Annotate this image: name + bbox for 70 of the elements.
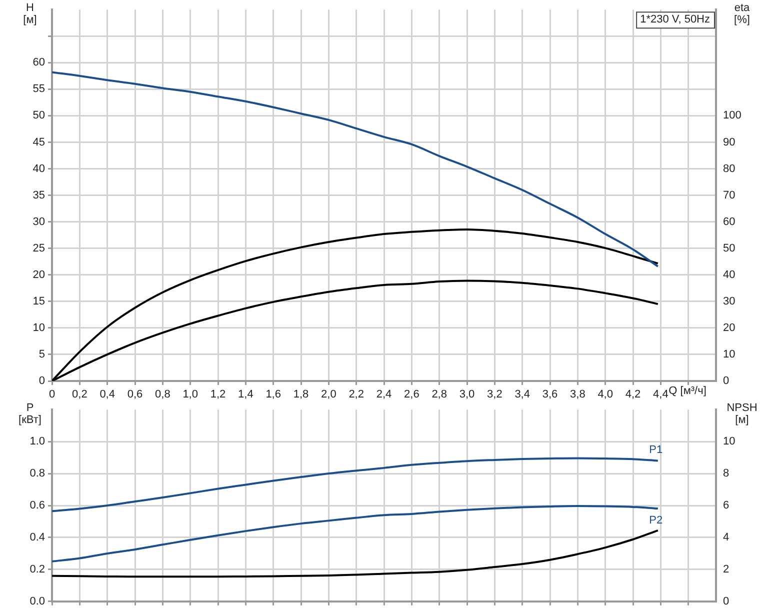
x-tick-label: 2,8: [432, 388, 447, 401]
chart-title: 1*230 V, 50Hz: [640, 14, 710, 26]
y-tick-label: 40: [32, 162, 45, 175]
x-tick-label: 1,0: [182, 388, 198, 401]
x-tick-label: 4,0: [598, 388, 613, 401]
y2-tick-label: 0: [723, 375, 730, 388]
y2-tick-label: 60: [723, 216, 736, 228]
y-tick-label: 25: [32, 242, 45, 254]
y2-tick-label: 40: [723, 268, 736, 281]
x-tick-label: 3,8: [570, 388, 586, 401]
series-label: P1: [649, 444, 663, 456]
x-tick-label: 3,0: [459, 388, 475, 401]
x-tick-label: 0,8: [155, 388, 170, 401]
x-tick-label: 0: [48, 388, 56, 401]
y2-tick-label: 90: [723, 136, 736, 148]
y-tick-label: 35: [32, 189, 45, 202]
y2-tick-label: 8: [723, 468, 730, 480]
y-axis-title: H [м]: [23, 2, 37, 26]
y2-tick-label: 20: [723, 322, 736, 334]
x-tick-label: 2,6: [404, 388, 420, 401]
x-axis-title: Q [м³/ч]: [668, 385, 706, 398]
series-label: P2: [649, 514, 663, 527]
x-tick-label: 4,2: [625, 388, 641, 401]
y2-axis-title: eta [%]: [734, 2, 751, 26]
y-axis-title: P [кВт]: [18, 402, 42, 426]
y-tick-label: 0.2: [30, 563, 45, 576]
x-tick-label: 1,2: [210, 388, 226, 401]
y-tick-label: 0.6: [30, 500, 45, 512]
y-tick-label: 45: [32, 136, 45, 148]
x-tick-label: 2,2: [348, 388, 364, 401]
x-tick-label: 1,8: [293, 388, 309, 401]
y-tick-label: 15: [32, 295, 45, 308]
y-tick-label: 50: [32, 110, 45, 122]
x-tick-label: 0,4: [100, 388, 115, 401]
y2-tick-label: 0: [723, 595, 730, 608]
x-tick-label: 2,0: [321, 388, 336, 401]
y-tick-label: 0.4: [30, 532, 45, 544]
y2-tick-label: 6: [723, 500, 730, 512]
x-tick-label: 1,6: [266, 388, 281, 401]
y-tick-label: 5: [38, 348, 45, 361]
y2-tick-label: 2: [723, 563, 730, 576]
x-tick-label: 1,4: [238, 388, 254, 401]
y-tick-label: 55: [32, 83, 45, 96]
x-tick-label: 0,2: [72, 388, 88, 401]
y2-tick-label: 10: [723, 436, 736, 448]
line-series: [52, 457, 659, 512]
y-tick-label: 1.0: [30, 436, 45, 448]
y-tick-label: 10: [32, 322, 45, 334]
x-tick-label: 4,4: [653, 388, 668, 401]
x-tick-label: 3,6: [542, 388, 558, 401]
y2-axis-title: NPSH [м]: [726, 402, 758, 426]
y2-tick-label: 50: [723, 242, 736, 254]
x-tick-label: 0,6: [127, 388, 143, 401]
y-tick-label: 0.8: [30, 468, 45, 480]
y2-tick-label: 4: [723, 532, 730, 544]
y-tick-label: 30: [32, 216, 45, 228]
y-tick-label: 60: [32, 56, 45, 69]
line-series: [52, 529, 659, 578]
y2-tick-label: 100: [723, 110, 742, 122]
y2-tick-label: 10: [723, 348, 736, 361]
line-series: [52, 71, 659, 268]
x-tick-label: 3,2: [487, 388, 502, 401]
y2-tick-label: 80: [723, 162, 736, 175]
y-tick-label: 20: [32, 268, 45, 281]
y-tick-label: 0.0: [30, 595, 45, 608]
y-tick-label: 0: [38, 375, 45, 388]
x-tick-label: 3,4: [514, 388, 530, 401]
y2-tick-label: 30: [723, 295, 736, 308]
y2-tick-label: 70: [723, 189, 736, 202]
x-tick-label: 2,4: [376, 388, 392, 401]
